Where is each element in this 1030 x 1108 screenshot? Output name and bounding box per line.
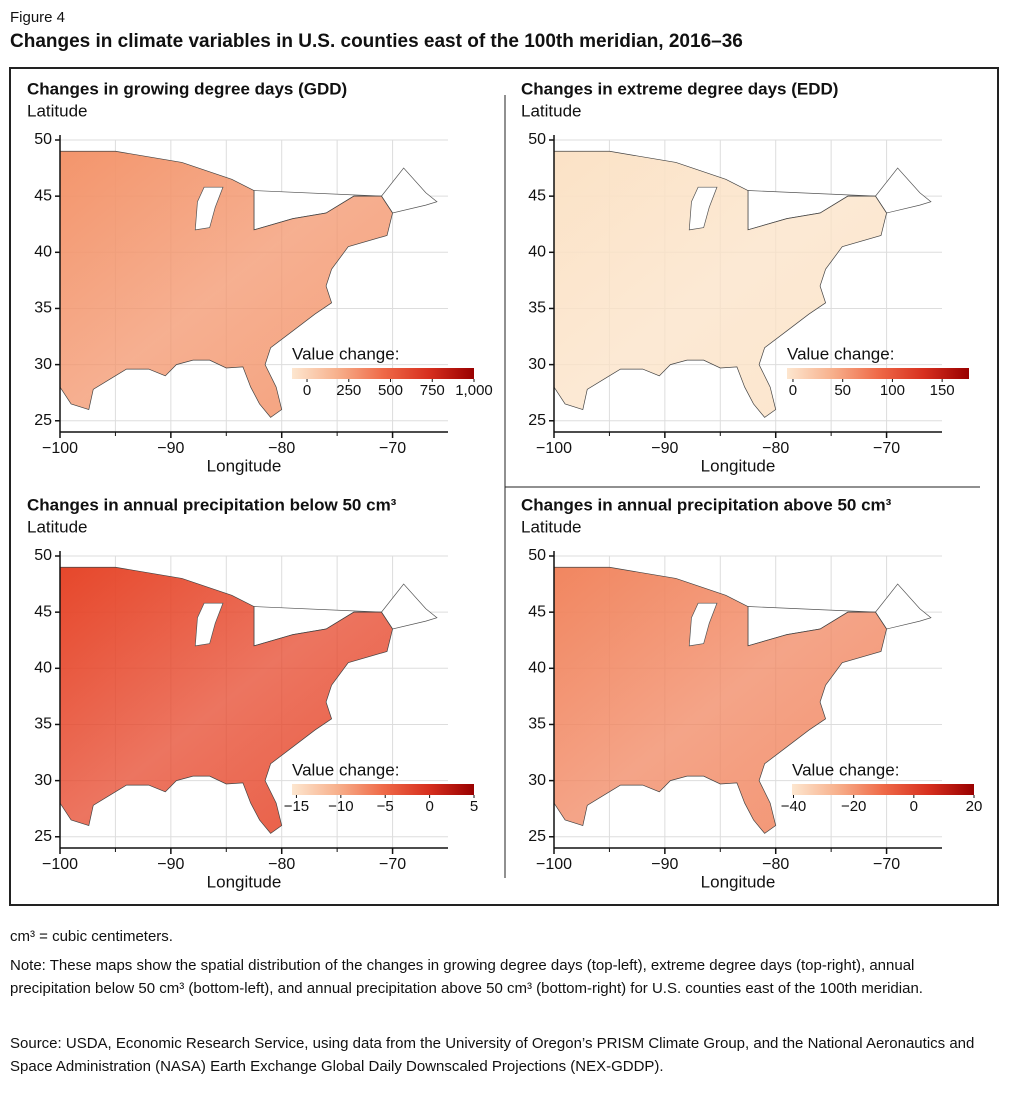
x-tick-label: −70 [873, 440, 900, 457]
y-axis-label: Latitude [521, 101, 582, 120]
colorbar [292, 368, 474, 379]
note: Note: These maps show the spatial distri… [10, 957, 923, 997]
x-tick-label: −90 [157, 440, 184, 457]
y-tick-label: 35 [34, 716, 52, 733]
x-tick-label: −80 [762, 856, 789, 873]
x-tick-label: −80 [268, 856, 295, 873]
x-axis-label: Longitude [701, 456, 776, 475]
x-tick-label: −90 [157, 856, 184, 873]
x-tick-label: −100 [42, 856, 78, 873]
y-tick-label: 30 [528, 772, 546, 789]
x-tick-label: −100 [42, 440, 78, 457]
county-map [553, 566, 887, 834]
y-tick-label: 30 [34, 356, 52, 373]
y-tick-label: 50 [528, 547, 546, 564]
units-note: cm³ = cubic centimeters. [10, 928, 173, 945]
y-tick-label: 40 [528, 244, 546, 261]
y-tick-label: 25 [528, 828, 546, 845]
colorbar-tick-label: 0 [425, 798, 433, 815]
colorbar-tick-label: 20 [966, 798, 983, 815]
source: Source: USDA, Economic Research Service,… [10, 1035, 975, 1075]
y-tick-label: 25 [528, 412, 546, 429]
y-tick-label: 25 [34, 412, 52, 429]
figure: Figure 4 Changes in climate variables in… [9, 9, 999, 906]
x-tick-label: −70 [873, 856, 900, 873]
colorbar-tick-label: −40 [781, 798, 806, 815]
y-tick-label: 30 [34, 772, 52, 789]
panel-title: Changes in extreme degree days (EDD) [521, 79, 838, 98]
x-tick-label: −80 [762, 440, 789, 457]
x-tick-label: −70 [379, 856, 406, 873]
colorbar-tick-label: 500 [378, 382, 403, 399]
colorbar-tick-label: 250 [336, 382, 361, 399]
figure-title: Changes in climate variables in U.S. cou… [10, 31, 743, 52]
colorbar-title: Value change: [787, 344, 894, 363]
colorbar-tick-label: 750 [420, 382, 445, 399]
colorbar-title: Value change: [292, 344, 399, 363]
y-tick-label: 40 [528, 660, 546, 677]
y-tick-label: 40 [34, 660, 52, 677]
x-tick-label: −90 [651, 856, 678, 873]
y-tick-label: 50 [528, 131, 546, 148]
x-tick-label: −100 [536, 440, 572, 457]
y-tick-label: 35 [528, 716, 546, 733]
y-tick-label: 45 [34, 603, 52, 620]
y-tick-label: 45 [528, 603, 546, 620]
x-axis-label: Longitude [207, 456, 282, 475]
great-lake [194, 602, 224, 647]
figure-frame [9, 67, 999, 906]
colorbar-tick-label: 5 [470, 798, 478, 815]
county-map [59, 150, 393, 418]
y-tick-label: 45 [34, 187, 52, 204]
x-tick-label: −80 [268, 440, 295, 457]
y-tick-label: 50 [34, 131, 52, 148]
y-tick-label: 25 [34, 828, 52, 845]
colorbar-tick-label: 0 [303, 382, 311, 399]
y-tick-label: 35 [34, 300, 52, 317]
colorbar-tick-label: −15 [284, 798, 309, 815]
great-lake [688, 186, 718, 231]
x-tick-label: −70 [379, 440, 406, 457]
y-axis-label: Latitude [27, 517, 88, 536]
colorbar-tick-label: 150 [930, 382, 955, 399]
panel-title: Changes in growing degree days (GDD) [27, 79, 347, 98]
y-tick-label: 50 [34, 547, 52, 564]
great-lake [688, 602, 718, 647]
colorbar-tick-label: −5 [377, 798, 394, 815]
county-map [59, 566, 393, 834]
colorbar-tick-label: 100 [880, 382, 905, 399]
colorbar-tick-label: −10 [328, 798, 353, 815]
colorbar-title: Value change: [292, 760, 399, 779]
y-tick-label: 45 [528, 187, 546, 204]
colorbar-tick-label: 0 [789, 382, 797, 399]
figure-label: Figure 4 [10, 9, 65, 26]
colorbar [292, 784, 474, 795]
colorbar-tick-label: 50 [834, 382, 851, 399]
panel-title: Changes in annual precipitation above 50… [521, 495, 892, 514]
colorbar [787, 368, 969, 379]
x-axis-label: Longitude [207, 872, 282, 891]
colorbar-tick-label: 1,000 [455, 382, 493, 399]
y-tick-label: 40 [34, 244, 52, 261]
colorbar-tick-label: −20 [841, 798, 866, 815]
x-tick-label: −90 [651, 440, 678, 457]
y-tick-label: 30 [528, 356, 546, 373]
panel-title: Changes in annual precipitation below 50… [27, 495, 397, 514]
great-lake [194, 186, 224, 231]
colorbar-title: Value change: [792, 760, 899, 779]
y-axis-label: Latitude [27, 101, 88, 120]
y-axis-label: Latitude [521, 517, 582, 536]
colorbar-tick-label: 0 [910, 798, 918, 815]
colorbar [792, 784, 974, 795]
y-tick-label: 35 [528, 300, 546, 317]
county-map [553, 150, 887, 418]
x-tick-label: −100 [536, 856, 572, 873]
x-axis-label: Longitude [701, 872, 776, 891]
